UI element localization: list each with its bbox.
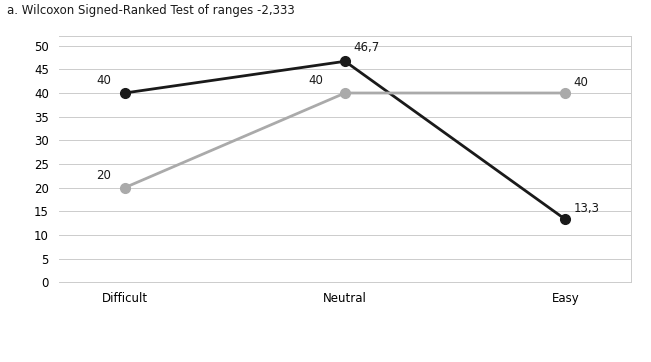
Text: 40: 40 [308, 75, 323, 88]
Text: 13,3: 13,3 [574, 202, 600, 215]
Post-1st phase [561, 217, 569, 222]
Text: 46,7: 46,7 [353, 41, 380, 54]
Post-1st phase [121, 91, 129, 95]
Text: 20: 20 [96, 169, 111, 182]
Text: 40: 40 [574, 76, 589, 89]
Legend: Post-1st phase, Post-2nd phase: Post-1st phase, Post-2nd phase [213, 357, 477, 362]
Line: Post-1st phase: Post-1st phase [120, 56, 570, 224]
Line: Post-2nd phase: Post-2nd phase [120, 88, 570, 193]
Text: 40: 40 [96, 75, 111, 88]
Post-2nd phase [341, 91, 349, 95]
Text: a. Wilcoxon Signed-Ranked Test of ranges -2,333: a. Wilcoxon Signed-Ranked Test of ranges… [7, 4, 294, 17]
Post-2nd phase [561, 91, 569, 95]
Post-2nd phase [121, 185, 129, 190]
Post-1st phase [341, 59, 349, 63]
